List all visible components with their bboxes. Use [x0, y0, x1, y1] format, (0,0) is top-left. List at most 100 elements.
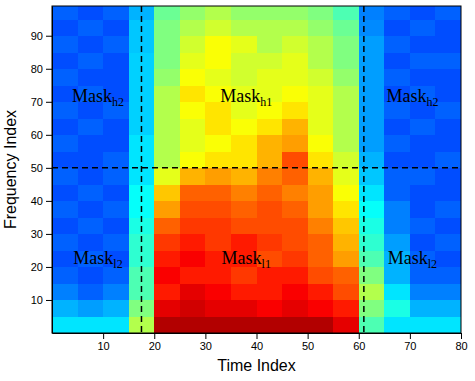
- heatmap-cell: [257, 151, 283, 168]
- heatmap-cell: [205, 184, 231, 201]
- heatmap-cell: [384, 316, 410, 333]
- heatmap-cell: [257, 217, 283, 234]
- heatmap-cell: [205, 36, 231, 53]
- tick-label: 90: [31, 30, 43, 42]
- mask-label: Maskh1: [220, 87, 272, 110]
- mask-label-subscript: h2: [426, 95, 438, 109]
- heatmap-cell: [180, 19, 206, 36]
- tick-mark: [46, 201, 52, 202]
- heatmap-cell: [205, 316, 231, 333]
- heatmap-cell: [180, 151, 206, 168]
- heatmap-cell: [205, 52, 231, 69]
- mask-label-text: Mask: [72, 87, 112, 107]
- heatmap-cell: [257, 19, 283, 36]
- heatmap-cell: [359, 283, 385, 300]
- tick-mark: [461, 333, 462, 339]
- heatmap-cell: [410, 168, 436, 185]
- heatmap-cell: [333, 168, 359, 185]
- mask-label: Maskl2: [73, 248, 122, 271]
- heatmap-cell: [205, 300, 231, 317]
- heatmap-cell: [435, 36, 461, 53]
- heatmap-cells: [52, 6, 461, 333]
- tick: 40: [251, 333, 263, 352]
- heatmap-cell: [154, 250, 180, 267]
- heatmap-cell: [52, 151, 78, 168]
- tick-mark: [308, 333, 309, 339]
- heatmap-cell: [205, 267, 231, 284]
- heatmap-cell: [282, 184, 308, 201]
- heatmap-cell: [231, 36, 257, 53]
- heatmap-cell: [52, 283, 78, 300]
- heatmap-cell: [154, 184, 180, 201]
- heatmap-cell: [282, 85, 308, 102]
- tick: 40: [31, 195, 52, 207]
- heatmap-cell: [52, 201, 78, 218]
- heatmap-cell: [205, 201, 231, 218]
- heatmap-cell: [435, 118, 461, 135]
- heatmap-cell: [52, 36, 78, 53]
- heatmap-cell: [52, 267, 78, 284]
- heatmap-cell: [333, 69, 359, 86]
- heatmap-cell: [282, 250, 308, 267]
- heatmap-cell: [154, 135, 180, 152]
- x-axis: 1020304050607080: [53, 333, 468, 352]
- heatmap-cell: [52, 135, 78, 152]
- heatmap-cell: [78, 6, 104, 20]
- heatmap-cell: [435, 69, 461, 86]
- heatmap-cell: [282, 52, 308, 69]
- heatmap-cell: [359, 85, 385, 102]
- heatmap-cell: [435, 151, 461, 168]
- heatmap-cell: [103, 151, 129, 168]
- heatmap-cell: [257, 201, 283, 218]
- heatmap-cell: [205, 135, 231, 152]
- heatmap-cell: [154, 6, 180, 20]
- heatmap-cell: [180, 234, 206, 251]
- tick-mark: [103, 333, 104, 339]
- heatmap-cell: [359, 36, 385, 53]
- boundary-line: [52, 167, 461, 169]
- heatmap-cell: [410, 300, 436, 317]
- heatmap-cell: [435, 217, 461, 234]
- heatmap-cell: [282, 102, 308, 119]
- heatmap-cell: [180, 52, 206, 69]
- heatmap-cell: [180, 316, 206, 333]
- heatmap-cell: [308, 283, 334, 300]
- heatmap-cell: [154, 300, 180, 317]
- heatmap-cell: [384, 36, 410, 53]
- axis-line: [52, 7, 53, 334]
- tick-mark: [46, 300, 52, 301]
- heatmap-cell: [78, 135, 104, 152]
- heatmap-cell: [52, 184, 78, 201]
- heatmap-cell: [257, 6, 283, 20]
- heatmap-cell: [333, 201, 359, 218]
- heatmap-cell: [180, 201, 206, 218]
- heatmap-cell: [282, 267, 308, 284]
- heatmap-cell: [359, 201, 385, 218]
- heatmap-cell: [410, 135, 436, 152]
- heatmap-cell: [308, 6, 334, 20]
- heatmap-cell: [180, 267, 206, 284]
- heatmap-cell: [78, 217, 104, 234]
- heatmap-cell: [180, 102, 206, 119]
- tick: 90: [31, 30, 52, 42]
- tick: 80: [455, 333, 467, 352]
- heatmap-cell: [154, 217, 180, 234]
- heatmap-cell: [180, 118, 206, 135]
- heatmap-cell: [103, 217, 129, 234]
- heatmap-cell: [410, 36, 436, 53]
- heatmap-cell: [308, 52, 334, 69]
- heatmap-cell: [308, 184, 334, 201]
- heatmap-cell: [180, 85, 206, 102]
- heatmap-cell: [308, 217, 334, 234]
- heatmap-cell: [333, 102, 359, 119]
- heatmap-cell: [52, 217, 78, 234]
- heatmap-cell: [359, 118, 385, 135]
- heatmap-cell: [103, 184, 129, 201]
- heatmap-cell: [435, 19, 461, 36]
- heatmap-cell: [282, 151, 308, 168]
- heatmap-cell: [78, 168, 104, 185]
- heatmap-cell: [333, 283, 359, 300]
- heatmap-cell: [103, 52, 129, 69]
- heatmap-cell: [308, 19, 334, 36]
- heatmap-cell: [78, 118, 104, 135]
